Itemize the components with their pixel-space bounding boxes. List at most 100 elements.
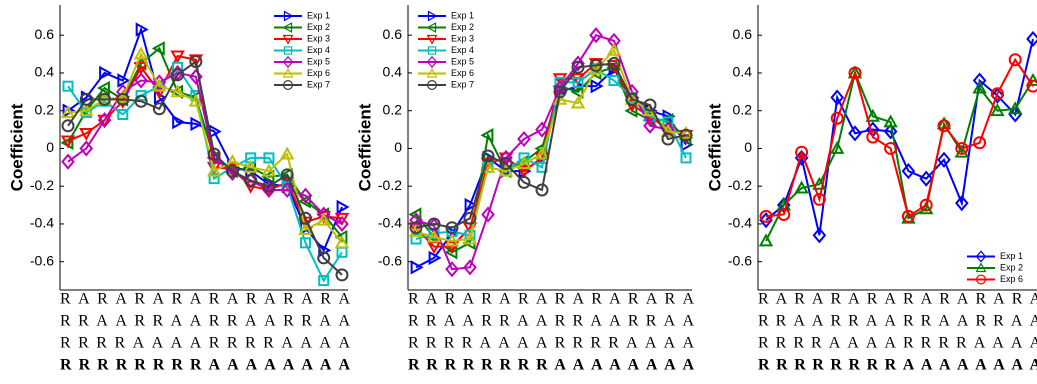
marker <box>830 111 844 125</box>
marker <box>848 125 862 142</box>
marker <box>426 55 438 69</box>
x-label-row: RRRRAAAARRRRAAAA <box>408 335 694 352</box>
marker <box>572 76 584 88</box>
marker <box>588 61 604 75</box>
series-line <box>415 67 687 240</box>
marker <box>225 164 240 182</box>
marker <box>883 123 898 140</box>
y-tick-label: 0.6 <box>733 26 753 42</box>
marker <box>189 68 203 85</box>
marker <box>552 73 568 87</box>
marker <box>830 140 845 154</box>
marker <box>973 136 987 150</box>
marker <box>282 55 294 69</box>
marker <box>189 55 203 69</box>
marker <box>207 147 221 161</box>
marker <box>97 112 112 129</box>
marker <box>589 58 603 72</box>
marker <box>975 262 987 273</box>
legend-label: Exp 2 <box>307 22 330 32</box>
y-tick-label: 0.6 <box>35 26 55 42</box>
marker <box>318 275 330 287</box>
marker <box>937 119 951 133</box>
marker <box>283 10 294 22</box>
marker <box>62 80 74 92</box>
marker <box>607 57 621 71</box>
y-tick-label: 0 <box>46 139 54 155</box>
marker <box>280 181 295 199</box>
marker <box>98 92 112 106</box>
marker <box>97 114 112 128</box>
marker <box>661 132 675 146</box>
marker <box>516 165 532 179</box>
marker <box>116 92 130 106</box>
marker <box>79 92 93 106</box>
marker <box>152 78 167 92</box>
y-tick-label: 0 <box>394 139 402 155</box>
marker <box>570 84 584 100</box>
marker <box>171 68 185 82</box>
marker <box>571 60 585 74</box>
marker <box>570 95 586 109</box>
marker <box>117 73 131 88</box>
marker <box>408 223 424 237</box>
marker <box>759 209 773 223</box>
marker <box>317 251 331 265</box>
marker <box>60 135 76 149</box>
marker <box>976 274 987 285</box>
marker <box>334 212 350 226</box>
marker <box>1008 53 1022 67</box>
marker <box>445 221 459 235</box>
marker <box>79 127 94 141</box>
marker <box>608 74 620 86</box>
marker <box>679 128 693 142</box>
legend-label: Exp 6 <box>451 68 474 78</box>
y-tick-label: -0.2 <box>728 177 752 193</box>
legend-label: Exp 1 <box>451 10 474 20</box>
legend-label: Exp 7 <box>307 79 330 89</box>
series-line <box>415 48 687 242</box>
marker <box>954 144 969 158</box>
y-tick-label: -0.6 <box>378 252 402 268</box>
marker <box>336 199 350 215</box>
marker <box>134 72 148 89</box>
marker <box>901 163 916 180</box>
x-label-row: RRRRAAAARRRRAAAA <box>60 335 350 352</box>
marker <box>225 164 239 178</box>
legend-label: Exp 2 <box>451 22 474 32</box>
series-line <box>415 67 687 269</box>
marker <box>408 222 424 236</box>
marker <box>830 89 845 106</box>
marker <box>678 125 694 139</box>
marker <box>865 108 880 122</box>
marker <box>535 183 549 197</box>
y-tick-label: 0.4 <box>733 64 753 80</box>
marker <box>1008 101 1023 115</box>
marker <box>262 181 276 199</box>
y-axis-label: Coefficient <box>705 103 724 191</box>
marker <box>516 155 532 169</box>
y-tick-label: -0.6 <box>728 252 752 268</box>
marker <box>170 50 185 64</box>
marker <box>847 65 863 79</box>
marker <box>261 163 277 177</box>
marker <box>919 201 934 215</box>
marker <box>135 90 147 102</box>
y-tick-label: -0.2 <box>30 177 54 193</box>
legend-label: Exp 3 <box>307 33 330 43</box>
marker <box>795 145 809 159</box>
series-line <box>415 62 687 229</box>
marker <box>759 212 773 229</box>
marker <box>444 241 460 255</box>
marker <box>972 80 987 94</box>
marker <box>445 261 459 278</box>
marker <box>517 130 531 148</box>
marker <box>280 168 294 182</box>
marker <box>660 123 676 137</box>
marker <box>606 59 622 73</box>
marker <box>298 211 312 225</box>
marker <box>190 116 204 132</box>
marker <box>99 65 113 81</box>
marker <box>463 211 477 225</box>
marker <box>298 222 313 236</box>
